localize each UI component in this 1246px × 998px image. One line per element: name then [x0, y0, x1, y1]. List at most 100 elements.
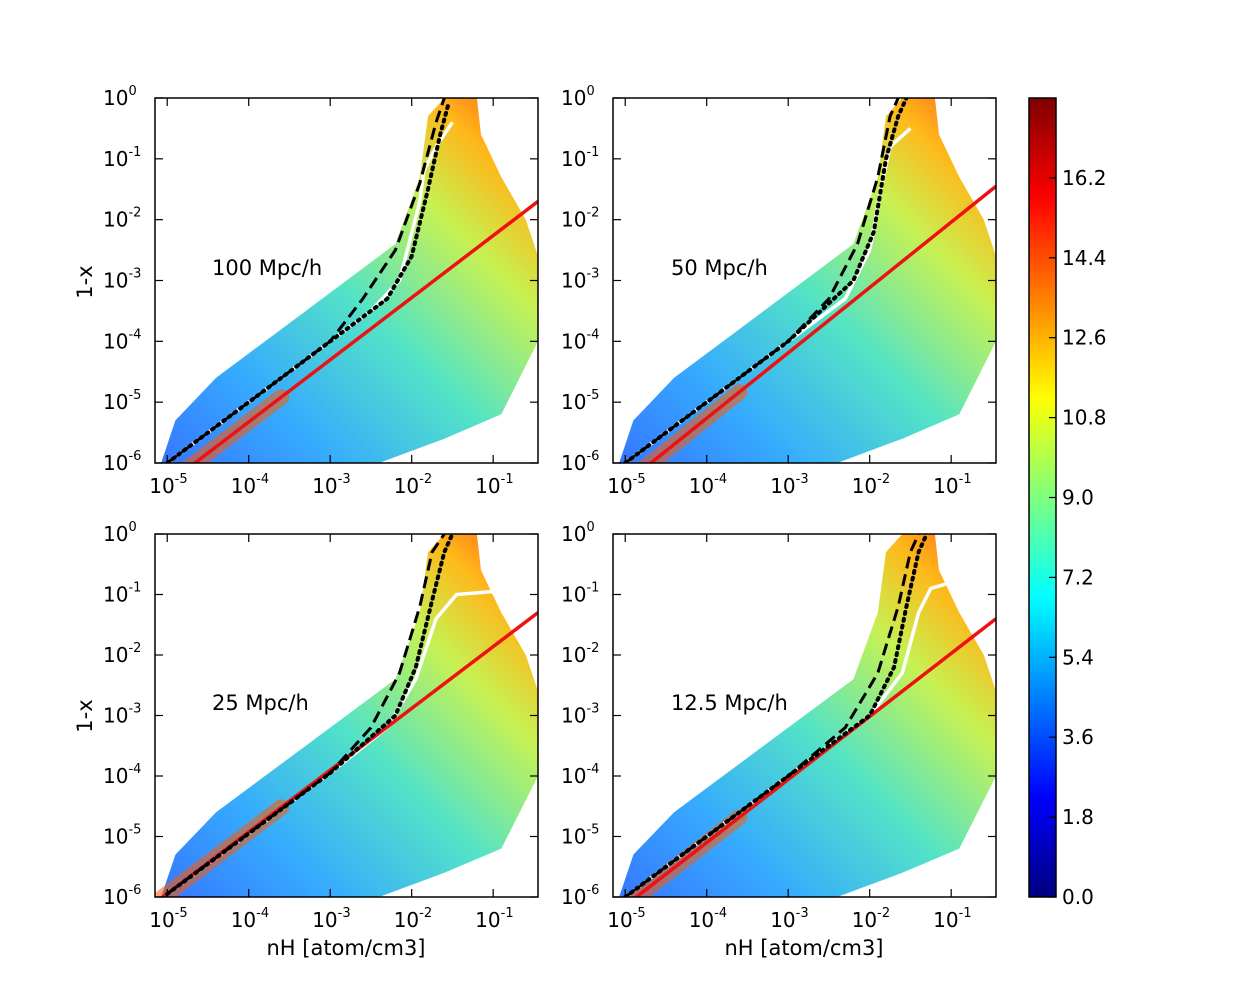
density-region	[155, 98, 538, 463]
x-tick-exponent: -1	[959, 906, 972, 921]
red-fit-line	[191, 200, 538, 463]
x-tick-exponent: -3	[796, 472, 809, 487]
y-tick-exponent: -1	[586, 581, 599, 596]
y-tick-exponent: -4	[586, 762, 599, 777]
x-tick-label: 10-2	[394, 472, 432, 498]
x-tick-label: 10-5	[149, 472, 187, 498]
panel-plot-area	[613, 534, 996, 897]
panel-label: 100 Mpc/h	[212, 256, 322, 280]
x-tick-exponent: -5	[175, 906, 188, 921]
x-tick-label: 10-3	[312, 906, 350, 932]
y-tick-exponent: -3	[586, 267, 599, 282]
y-tick-label: 100	[103, 520, 137, 546]
y-tick-label: 10-4	[561, 762, 599, 788]
x-tick-exponent: -1	[501, 906, 514, 921]
y-tick-label: 10-1	[561, 581, 599, 607]
colorbar-tick-label: 9.0	[1062, 486, 1094, 510]
colorbar-tick-label: 5.4	[1062, 645, 1094, 669]
x-tick-label: 10-1	[933, 906, 971, 932]
y-tick-label: 10-6	[103, 883, 141, 909]
y-tick-label: 10-5	[561, 388, 599, 414]
x-tick-label: 10-4	[231, 472, 269, 498]
y-tick-label: 100	[561, 84, 595, 110]
y-tick-exponent: -6	[586, 883, 599, 898]
x-tick-exponent: -1	[959, 472, 972, 487]
y-tick-exponent: 0	[128, 520, 136, 535]
y-tick-label: 10-2	[561, 206, 599, 232]
x-axis-label-right: nH [atom/cm3]	[724, 936, 883, 960]
y-axis-label-top: 1-x	[73, 265, 97, 298]
y-tick-exponent: -2	[128, 206, 141, 221]
x-tick-exponent: -4	[714, 472, 727, 487]
red-fit-line	[648, 184, 996, 463]
y-tick-exponent: -6	[128, 883, 141, 898]
panel-bottom-right: 100 10-1 10-2 10-3 10-4 10-5 10-6 10-5 10-4 10-3 1…	[561, 520, 997, 932]
y-tick-label: 10-6	[103, 449, 141, 475]
y-tick-label: 100	[561, 520, 595, 546]
density-region	[613, 98, 996, 463]
y-tick-label: 10-4	[103, 762, 141, 788]
y-tick-exponent: -3	[586, 702, 599, 717]
x-tick-label: 10-4	[689, 906, 727, 932]
y-tick-exponent: 0	[586, 520, 594, 535]
y-tick-label: 10-4	[103, 327, 141, 353]
y-tick-label: 10-5	[103, 388, 141, 414]
y-tick-label: 100	[103, 84, 137, 110]
density-region	[613, 534, 996, 897]
y-tick-exponent: -2	[586, 206, 599, 221]
red-fit-line	[633, 617, 996, 897]
y-tick-exponent: -1	[128, 581, 141, 596]
black-dotted-curve	[623, 98, 909, 463]
panel-plot-area	[155, 98, 538, 463]
black-dotted-curve	[165, 102, 451, 463]
y-tick-exponent: -6	[586, 449, 599, 464]
x-tick-exponent: -2	[877, 906, 890, 921]
y-tick-exponent: -4	[128, 762, 141, 777]
y-tick-label: 10-1	[561, 145, 599, 171]
x-tick-label: 10-5	[607, 906, 645, 932]
y-tick-exponent: -2	[128, 641, 141, 656]
x-tick-exponent: -5	[633, 906, 646, 921]
x-tick-label: 10-5	[149, 906, 187, 932]
y-tick-exponent: 0	[586, 84, 594, 99]
y-tick-exponent: -2	[586, 641, 599, 656]
x-tick-label: 10-3	[312, 472, 350, 498]
y-tick-exponent: -6	[128, 449, 141, 464]
y-tick-exponent: 0	[128, 84, 136, 99]
colorbar-tick-label: 7.2	[1062, 565, 1094, 589]
x-tick-label: 10-1	[475, 472, 513, 498]
panel-plot-area	[155, 534, 538, 897]
colorbar-tick-label: 12.6	[1062, 326, 1107, 350]
x-tick-exponent: -1	[501, 472, 514, 487]
panel-bottom-left: 100 10-1 10-2 10-3 10-4 10-5 10-6 10-5 10-4 10-3 1…	[103, 520, 539, 932]
y-axis-label-bottom: 1-x	[73, 699, 97, 732]
y-tick-label: 10-4	[561, 327, 599, 353]
y-tick-label: 10-3	[561, 267, 599, 293]
x-tick-exponent: -3	[338, 472, 351, 487]
colorbar-tick-label: 3.6	[1062, 725, 1094, 749]
y-tick-label: 10-2	[561, 641, 599, 667]
panel-plot-area	[613, 98, 996, 463]
y-tick-label: 10-6	[561, 883, 599, 909]
y-tick-exponent: -4	[586, 327, 599, 342]
y-tick-label: 10-5	[103, 823, 141, 849]
x-tick-label: 10-4	[231, 906, 269, 932]
y-tick-exponent: -3	[128, 702, 141, 717]
black-dotted-curve	[623, 534, 929, 897]
colorbar-tick-label: 10.8	[1062, 406, 1107, 430]
y-tick-label: 10-2	[103, 641, 141, 667]
x-tick-label: 10-1	[475, 906, 513, 932]
y-tick-label: 10-1	[103, 581, 141, 607]
y-tick-exponent: -5	[586, 823, 599, 838]
y-tick-label: 10-3	[103, 702, 141, 728]
colorbar: 0.0 1.8 3.6 5.4 7.2 9.0 10.8 12.6 14.4 16.2	[1028, 97, 1107, 909]
y-tick-label: 10-1	[103, 145, 141, 171]
y-tick-label: 10-3	[561, 702, 599, 728]
density-region	[155, 534, 538, 897]
y-tick-label: 10-2	[103, 206, 141, 232]
x-tick-exponent: -2	[877, 472, 890, 487]
x-tick-exponent: -2	[419, 906, 432, 921]
colorbar-tick-label: 16.2	[1062, 166, 1107, 190]
panel-label: 12.5 Mpc/h	[671, 691, 788, 715]
y-tick-label: 10-3	[103, 267, 141, 293]
